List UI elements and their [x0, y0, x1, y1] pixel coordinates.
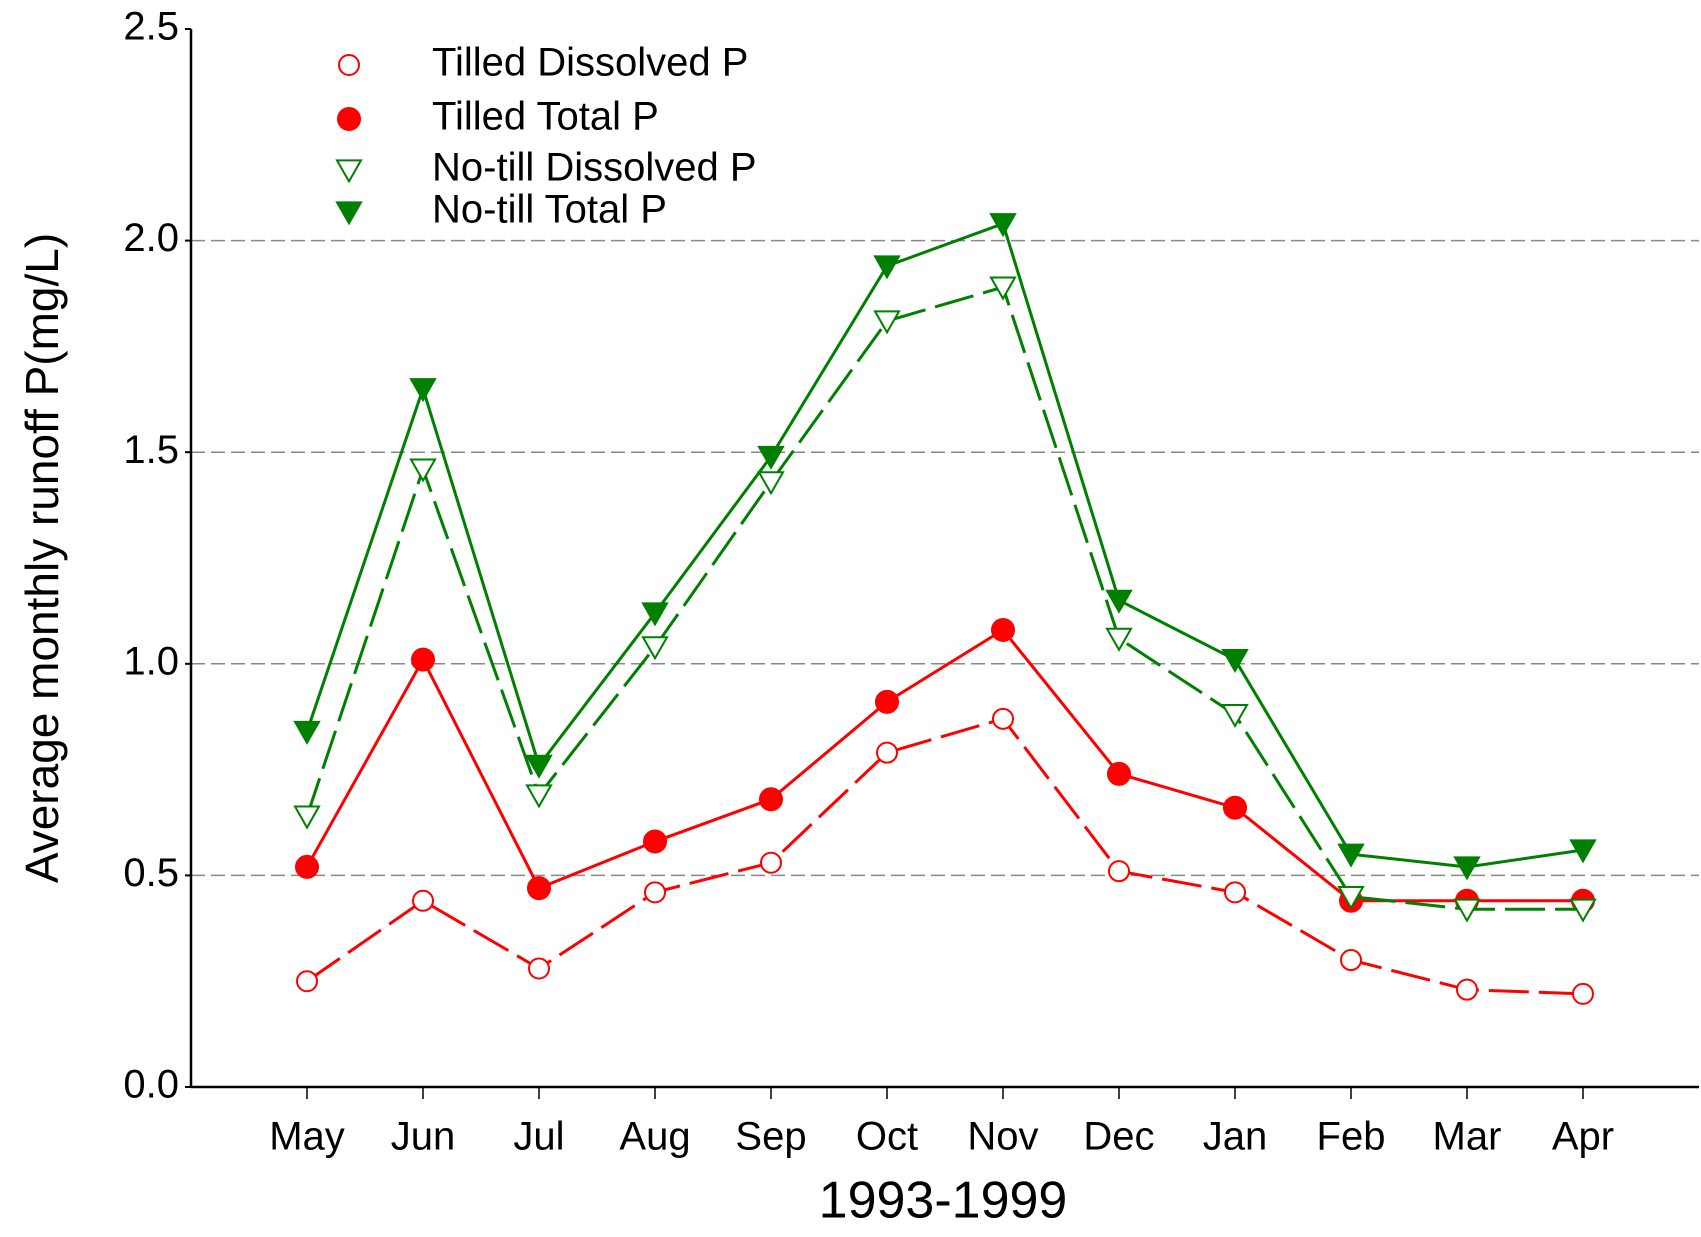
marker — [1221, 648, 1249, 673]
x-tick-label: Nov — [967, 1115, 1038, 1159]
x-tick-label: Jan — [1203, 1115, 1268, 1159]
marker — [875, 689, 899, 714]
y-tick-label: 2.5 — [123, 5, 179, 49]
x-tick-label: Sep — [735, 1115, 806, 1159]
marker — [295, 854, 319, 879]
marker — [760, 851, 782, 874]
marker — [293, 805, 321, 830]
marker — [1569, 898, 1597, 923]
marker — [757, 471, 785, 496]
marker — [1108, 860, 1130, 883]
x-tick-label: May — [269, 1115, 345, 1159]
marker — [1453, 898, 1481, 923]
marker — [293, 720, 321, 745]
marker — [1107, 761, 1131, 786]
series-line — [305, 285, 1583, 911]
x-tick-label: Apr — [1552, 1115, 1614, 1159]
marker — [1572, 982, 1594, 1005]
marker — [876, 741, 898, 764]
x-tick-label: Dec — [1083, 1115, 1154, 1159]
y-tick-label: 1.5 — [123, 428, 179, 472]
x-tick-label: Aug — [619, 1115, 690, 1159]
marker — [1337, 885, 1365, 910]
marker — [641, 636, 669, 661]
marker — [409, 458, 437, 483]
series-line — [306, 717, 1584, 996]
x-tick-label: Jun — [391, 1115, 456, 1159]
marker — [1221, 703, 1249, 728]
marker — [757, 445, 785, 470]
marker — [873, 255, 901, 280]
marker — [1224, 881, 1246, 904]
marker — [411, 647, 435, 672]
marker — [412, 889, 434, 912]
marker — [1105, 627, 1133, 652]
marker — [1223, 795, 1247, 820]
marker — [989, 213, 1017, 238]
y-tick-label: 1.0 — [123, 639, 179, 683]
x-tick-label: Jul — [513, 1115, 564, 1159]
marker — [759, 787, 783, 812]
x-tick-label: Oct — [856, 1115, 918, 1159]
marker — [528, 957, 550, 980]
marker — [992, 707, 1014, 730]
marker — [1569, 839, 1597, 864]
marker — [989, 276, 1017, 301]
legend-marker — [338, 54, 360, 76]
y-tick-label: 2.0 — [123, 216, 179, 260]
series-line — [305, 221, 1584, 869]
marker — [1453, 856, 1481, 881]
marker — [409, 378, 437, 403]
y-axis-title: Average monthly runoff P(mg/L) — [16, 233, 68, 883]
marker — [525, 754, 553, 779]
legend-label: Tilled Dissolved P — [432, 41, 748, 85]
legend-label: Tilled Total P — [432, 95, 659, 139]
marker — [525, 784, 553, 809]
marker — [991, 617, 1015, 642]
marker — [1105, 589, 1133, 614]
y-tick-label: 0.5 — [123, 851, 179, 895]
marker — [643, 829, 667, 854]
legend-label: No-till Dissolved P — [432, 146, 757, 190]
x-axis-title: 1993-1999 — [819, 1172, 1068, 1230]
marker — [1456, 978, 1478, 1001]
legend-marker — [337, 107, 361, 131]
y-tick-label: 0.0 — [123, 1063, 179, 1107]
marker — [1340, 949, 1362, 972]
x-tick-label: Feb — [1317, 1115, 1386, 1159]
x-tick-label: Mar — [1433, 1115, 1502, 1159]
legend-marker — [335, 201, 363, 226]
marker — [873, 310, 901, 335]
marker — [644, 881, 666, 904]
marker — [296, 970, 318, 993]
marker — [527, 876, 551, 901]
legend-marker — [335, 159, 363, 184]
legend-label: No-till Total P — [432, 188, 667, 232]
series-line — [305, 627, 1583, 903]
marker — [1337, 843, 1365, 868]
marker — [641, 602, 669, 627]
